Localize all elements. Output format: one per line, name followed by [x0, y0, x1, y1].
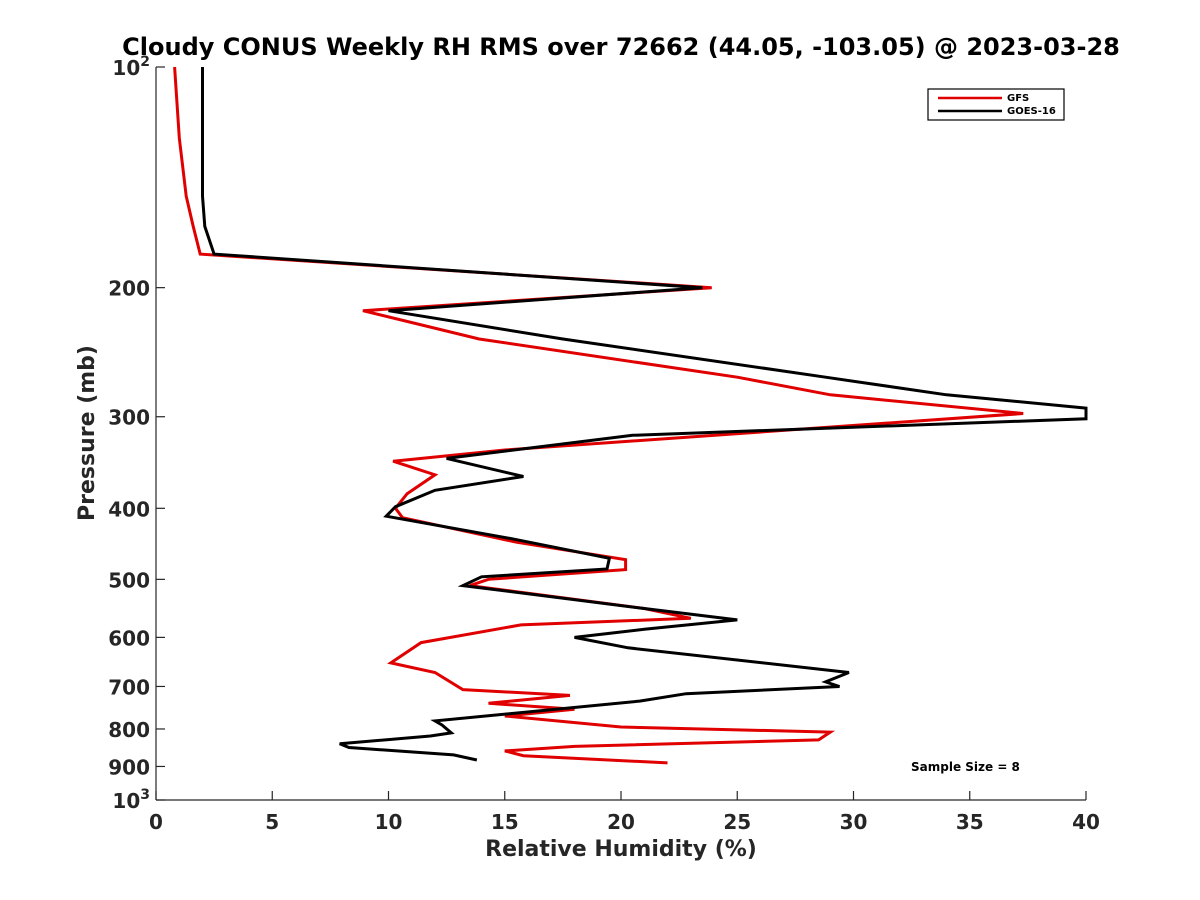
- y-tick-label: 103: [112, 787, 150, 813]
- legend-label-gfs: GFS: [1007, 93, 1029, 104]
- legend-label-goes16: GOES-16: [1007, 106, 1056, 117]
- series-line-goes16: [201, 67, 1088, 762]
- y-tick-label: 800: [108, 718, 150, 742]
- legend-box: [927, 88, 1065, 121]
- y-tick-label: 600: [108, 626, 150, 650]
- x-tick-label: 10: [375, 810, 403, 834]
- x-tick-label: 5: [265, 810, 279, 834]
- sample-size-annotation: Sample Size = 8: [911, 760, 1020, 774]
- series-line-gfs: [173, 66, 1024, 765]
- x-tick-label: 35: [956, 810, 984, 834]
- x-tick-label: 15: [491, 810, 519, 834]
- x-tick-label: 40: [1072, 810, 1100, 834]
- y-tick-label: 900: [108, 755, 150, 779]
- x-tick-label: 30: [840, 810, 868, 834]
- y-ticks: 102 200 300 400 500 600 700 800 900 103: [108, 54, 165, 813]
- y-tick-label: 700: [108, 675, 150, 699]
- y-axis-label: Pressure (mb): [75, 345, 100, 521]
- x-tick-label: 20: [607, 810, 635, 834]
- y-tick-label: 300: [108, 406, 150, 430]
- legend: GFS GOES-16: [927, 88, 1065, 121]
- series-lines: [173, 66, 1088, 765]
- x-tick-label: 25: [723, 810, 751, 834]
- y-tick-label: 500: [108, 568, 150, 592]
- plot-area: [156, 67, 1086, 800]
- x-axis-label: Relative Humidity (%): [485, 837, 757, 862]
- y-tick-label: 102: [112, 54, 150, 80]
- y-tick-label: 400: [108, 497, 150, 521]
- chart-title: Cloudy CONUS Weekly RH RMS over 72662 (4…: [122, 33, 1120, 61]
- x-tick-label: 0: [149, 810, 163, 834]
- y-tick-label: 200: [108, 277, 150, 301]
- x-ticks: 0 5 10 15 20 25 30 35 40: [149, 791, 1100, 834]
